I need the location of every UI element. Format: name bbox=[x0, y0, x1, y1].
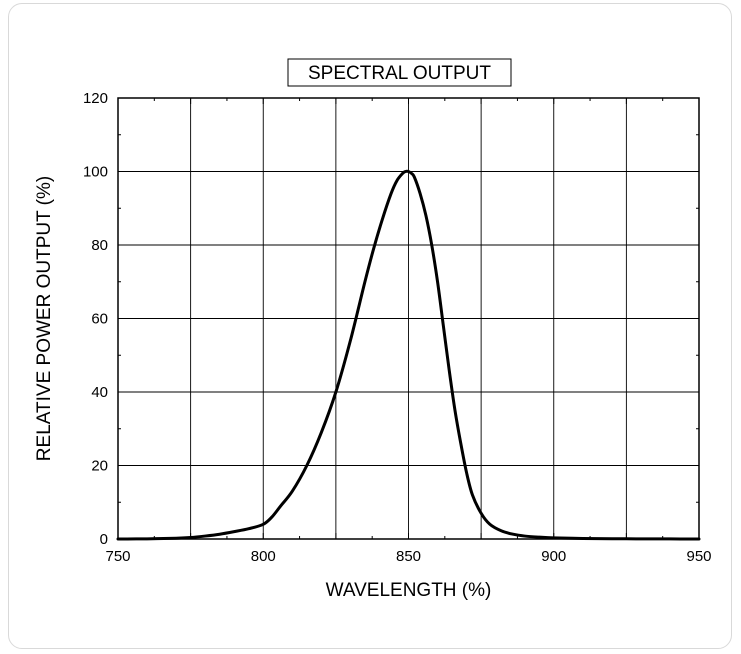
chart-card bbox=[8, 3, 732, 649]
x-tick-label: 750 bbox=[105, 548, 130, 565]
x-axis-title: WAVELENGTH (%) bbox=[326, 580, 492, 601]
x-tick-label: 900 bbox=[541, 548, 566, 565]
y-tick-label: 80 bbox=[91, 237, 108, 254]
plot-frame bbox=[117, 97, 700, 540]
tick-labels: 750 800 850 900 950 0 20 40 60 80 100 120 bbox=[83, 90, 712, 565]
x-tick-label: 950 bbox=[686, 548, 711, 565]
x-tick-label: 850 bbox=[396, 548, 421, 565]
y-tick-label: 20 bbox=[91, 458, 108, 475]
grid-lines bbox=[118, 98, 699, 539]
y-tick-label: 120 bbox=[83, 90, 108, 107]
y-tick-label: 60 bbox=[91, 311, 108, 328]
y-tick-label: 0 bbox=[100, 531, 108, 548]
y-tick-label: 100 bbox=[83, 164, 108, 181]
y-axis-title: RELATIVE POWER OUTPUT (%) bbox=[34, 176, 55, 461]
x-tick-label: 800 bbox=[251, 548, 276, 565]
y-tick-label: 40 bbox=[91, 384, 108, 401]
chart-title: SPECTRAL OUTPUT bbox=[308, 63, 491, 84]
chart-title-box: SPECTRAL OUTPUT bbox=[287, 58, 512, 87]
series-line bbox=[116, 169, 701, 541]
